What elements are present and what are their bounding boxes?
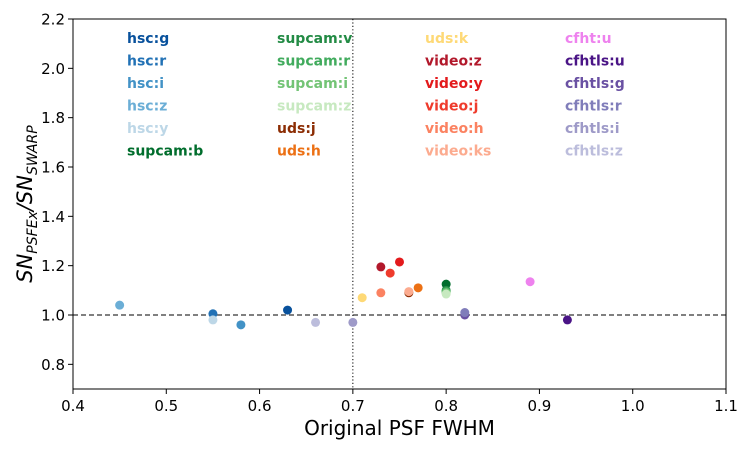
y-tick-label: 2.0: [41, 60, 65, 78]
reference-lines: [73, 19, 726, 389]
x-tick-label: 0.6: [248, 397, 272, 415]
data-point-hsc-y: [208, 315, 218, 325]
x-tick-label: 0.8: [434, 397, 458, 415]
legend-entry-hsc-i: hsc:i: [127, 76, 164, 92]
data-point-video-h: [376, 288, 386, 298]
legend-entry-cfht-u: cfht:u: [565, 31, 612, 47]
legend-entry-cfhtls-z: cfhtls:z: [565, 144, 623, 160]
data-point-cfhtls-r: [460, 308, 470, 318]
data-point-hsc-i: [236, 320, 246, 330]
data-point-uds-k: [357, 293, 367, 303]
data-point-cfht-u: [525, 277, 535, 287]
legend-entry-supcam-v: supcam:v: [277, 31, 352, 47]
legend-entry-hsc-z: hsc:z: [127, 99, 167, 115]
y-tick-label: 0.8: [41, 356, 65, 374]
plot-frame: [72, 18, 727, 390]
legend-entry-supcam-i: supcam:i: [277, 76, 348, 92]
legend-entry-supcam-r: supcam:r: [277, 54, 350, 70]
legend-entry-cfhtls-u: cfhtls:u: [565, 54, 625, 70]
legend-entry-video-z: video:z: [425, 54, 482, 70]
x-tick-label: 1.1: [714, 397, 738, 415]
y-axis-label: SNPSFEx/SNSWARP: [13, 125, 41, 283]
legend-entry-video-ks: video:ks: [425, 144, 491, 160]
legend-entry-hsc-r: hsc:r: [127, 54, 166, 70]
y-tick-label: 2.2: [41, 11, 65, 29]
data-point-supcam-z: [441, 289, 451, 299]
legend-entry-uds-j: uds:j: [277, 121, 316, 137]
data-point-video-ks: [404, 287, 414, 297]
y-tick-label: 1.4: [41, 208, 65, 226]
data-point-video-y: [395, 257, 404, 267]
x-tick-label: 0.4: [61, 397, 85, 415]
legend-entry-supcam-z: supcam:z: [277, 99, 351, 115]
data-point-video-z: [376, 262, 386, 272]
data-point-cfhtls-z: [311, 317, 321, 327]
x-tick-label: 0.7: [341, 397, 365, 415]
x-axis-label: Original PSF FWHM: [304, 416, 495, 440]
data-point-cfhtls-u: [562, 315, 572, 325]
legend-entry-supcam-b: supcam:b: [127, 144, 203, 160]
legend-entry-cfhtls-i: cfhtls:i: [565, 121, 620, 137]
x-tick-label: 0.5: [154, 397, 178, 415]
legend-entry-uds-h: uds:h: [277, 144, 321, 160]
legend-entry-hsc-y: hsc:y: [127, 121, 168, 137]
legend-entry-hsc-g: hsc:g: [127, 31, 169, 47]
legend-entry-cfhtls-g: cfhtls:g: [565, 76, 625, 92]
data-point-hsc-z: [115, 300, 125, 310]
y-tick-label: 1.6: [41, 159, 65, 177]
y-tick-label: 1.2: [41, 257, 65, 275]
x-tick-label: 0.9: [527, 397, 551, 415]
data-points: [115, 257, 572, 330]
y-tick-label: 1.8: [41, 109, 65, 127]
legend-entry-video-h: video:h: [425, 121, 484, 137]
legend-entry-uds-k: uds:k: [425, 31, 469, 47]
legend-entry-video-j: video:j: [425, 99, 478, 115]
data-point-hsc-g: [283, 305, 293, 315]
x-tick-label: 1.0: [621, 397, 645, 415]
legend: hsc:g hsc:r hsc:i hsc:z hsc:y supcam:b supcam:…: [127, 31, 625, 160]
data-point-cfhtls-i: [348, 317, 358, 327]
legend-entry-video-y: video:y: [425, 76, 483, 92]
data-point-supcam-b: [441, 279, 451, 289]
data-point-uds-h: [413, 283, 423, 293]
legend-entry-cfhtls-r: cfhtls:r: [565, 99, 622, 115]
data-point-hsc-r: [208, 309, 218, 319]
y-tick-label: 1.0: [41, 307, 65, 325]
data-point-video-j: [385, 268, 395, 278]
axes: 0.4 0.5 0.6 0.7 0.8 0.9 1.0 1.1 0.8 1.0 1.2 1.4 1.6 1…: [41, 11, 738, 416]
